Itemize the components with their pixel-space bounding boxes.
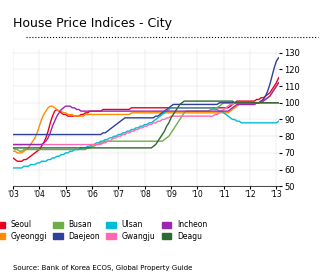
Legend: Seoul, Gyeonggi, Busan, Daejeon, Ulsan, Gwangju, Incheon, Deagu: Seoul, Gyeonggi, Busan, Daejeon, Ulsan, … <box>0 220 207 241</box>
Text: House Price Indices - City: House Price Indices - City <box>13 17 172 30</box>
Text: Source: Bank of Korea ECOS, Global Property Guide: Source: Bank of Korea ECOS, Global Prope… <box>13 265 192 271</box>
